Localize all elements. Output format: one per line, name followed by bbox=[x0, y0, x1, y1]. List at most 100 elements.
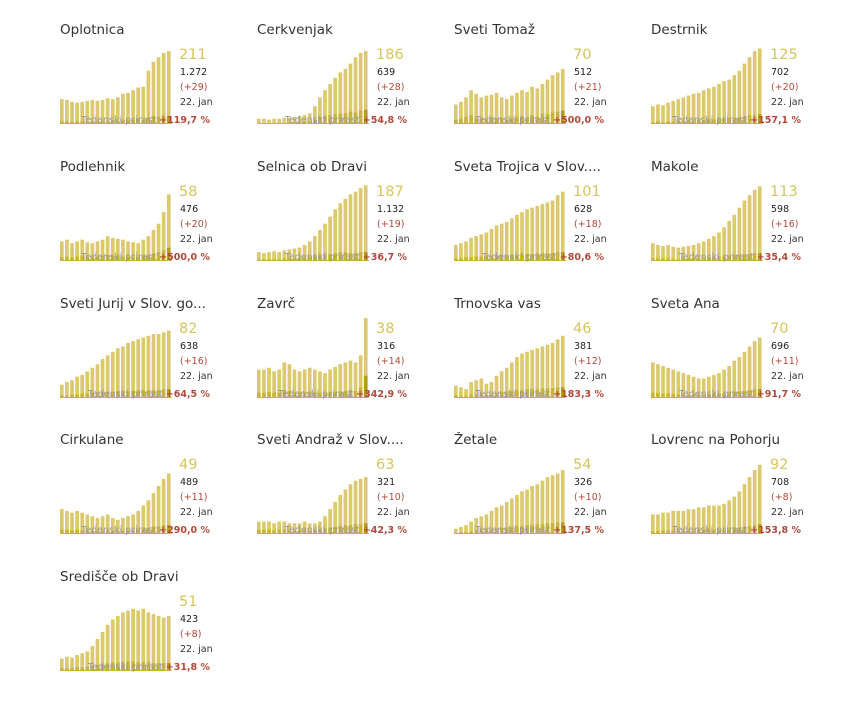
bar bbox=[131, 608, 135, 671]
bar bbox=[525, 489, 529, 534]
growth-value: +183,3 % bbox=[553, 389, 604, 400]
bar bbox=[116, 615, 120, 671]
bar bbox=[60, 658, 64, 671]
bar-secondary bbox=[313, 255, 317, 261]
bar-secondary bbox=[75, 394, 79, 398]
bar-secondary bbox=[469, 115, 473, 124]
bar bbox=[302, 369, 307, 398]
bar-secondary bbox=[126, 256, 130, 261]
bar bbox=[747, 57, 752, 124]
bar bbox=[95, 364, 100, 398]
bar-secondary bbox=[323, 528, 327, 534]
bar-secondary bbox=[90, 256, 95, 261]
delta-value: (+20) bbox=[180, 219, 208, 230]
chart-panel: Podlehnik 58 476 (+20) 22. jan Tedenski prira… bbox=[60, 153, 250, 283]
bar-secondary bbox=[131, 390, 135, 398]
bar bbox=[479, 234, 484, 261]
bar bbox=[510, 218, 514, 261]
bar-secondary bbox=[484, 395, 489, 398]
bar bbox=[348, 63, 353, 124]
bar-secondary bbox=[262, 392, 266, 398]
bar bbox=[307, 113, 312, 124]
bar-secondary bbox=[60, 395, 64, 398]
total-value: 321 bbox=[377, 477, 396, 488]
bar-secondary bbox=[757, 524, 762, 534]
bar bbox=[504, 99, 509, 124]
bar-secondary bbox=[671, 530, 676, 534]
weekly-growth: Tedenski prirast +42,3 % bbox=[285, 525, 407, 536]
bar bbox=[499, 97, 504, 124]
bar bbox=[70, 512, 74, 534]
bar-secondary bbox=[161, 115, 166, 124]
date-label: 22. jan bbox=[574, 97, 607, 108]
bar-secondary bbox=[515, 390, 519, 398]
bar bbox=[156, 334, 161, 398]
bar bbox=[707, 88, 711, 124]
bar-secondary bbox=[671, 393, 676, 398]
bar-chart bbox=[60, 330, 172, 398]
bar-secondary bbox=[126, 661, 130, 671]
bar bbox=[737, 70, 742, 124]
bar bbox=[287, 249, 292, 261]
growth-value: +64,5 % bbox=[165, 389, 210, 400]
date-label: 22. jan bbox=[771, 371, 804, 382]
delta-value: (+16) bbox=[771, 219, 799, 230]
date-label: 22. jan bbox=[574, 234, 607, 245]
bar bbox=[489, 94, 494, 124]
bar-secondary bbox=[110, 531, 115, 534]
bar bbox=[110, 518, 115, 534]
growth-value: +91,7 % bbox=[756, 389, 801, 400]
bar-secondary bbox=[338, 252, 343, 261]
delta-value: (+10) bbox=[377, 492, 405, 503]
total-value: 1.272 bbox=[180, 67, 208, 78]
bar-chart bbox=[454, 68, 566, 124]
bar bbox=[151, 493, 156, 534]
bar bbox=[484, 514, 489, 534]
bar bbox=[661, 512, 665, 534]
bar-secondary bbox=[328, 253, 332, 261]
bar-secondary bbox=[90, 392, 95, 398]
bar bbox=[651, 243, 655, 261]
bar bbox=[363, 185, 368, 261]
bar-secondary bbox=[696, 258, 701, 261]
bar-secondary bbox=[474, 256, 479, 261]
bar bbox=[348, 484, 353, 534]
bar bbox=[363, 51, 368, 124]
bar-secondary bbox=[520, 526, 524, 534]
bar-secondary bbox=[110, 255, 115, 261]
bar bbox=[722, 503, 726, 534]
bar-secondary bbox=[141, 662, 146, 671]
bar-secondary bbox=[671, 121, 676, 124]
bar bbox=[717, 505, 721, 534]
growth-value: +80,6 % bbox=[559, 252, 604, 263]
bar bbox=[696, 378, 701, 398]
bar-secondary bbox=[666, 258, 670, 261]
bar bbox=[717, 84, 721, 124]
bar-secondary bbox=[707, 394, 711, 398]
bar-secondary bbox=[95, 664, 100, 671]
chart-title: Makole bbox=[651, 159, 699, 175]
bar-secondary bbox=[540, 253, 545, 261]
bar bbox=[454, 245, 458, 261]
bar-secondary bbox=[747, 115, 752, 124]
bar bbox=[504, 367, 509, 398]
bar bbox=[343, 198, 348, 261]
bar-secondary bbox=[297, 258, 302, 261]
bar-secondary bbox=[696, 529, 701, 534]
bar bbox=[742, 63, 747, 124]
bar bbox=[686, 509, 691, 534]
bar bbox=[479, 516, 484, 534]
bar bbox=[464, 389, 468, 398]
current-value: 70 bbox=[770, 321, 789, 337]
current-value: 58 bbox=[179, 184, 198, 200]
bar-secondary bbox=[510, 118, 514, 124]
bar-secondary bbox=[757, 389, 762, 398]
bar bbox=[520, 353, 524, 398]
bar bbox=[504, 221, 509, 261]
bar bbox=[307, 367, 312, 398]
bar bbox=[676, 99, 681, 124]
bar bbox=[95, 518, 100, 534]
bar-secondary bbox=[676, 120, 681, 124]
bar-secondary bbox=[318, 529, 322, 534]
bar-secondary bbox=[722, 529, 726, 534]
